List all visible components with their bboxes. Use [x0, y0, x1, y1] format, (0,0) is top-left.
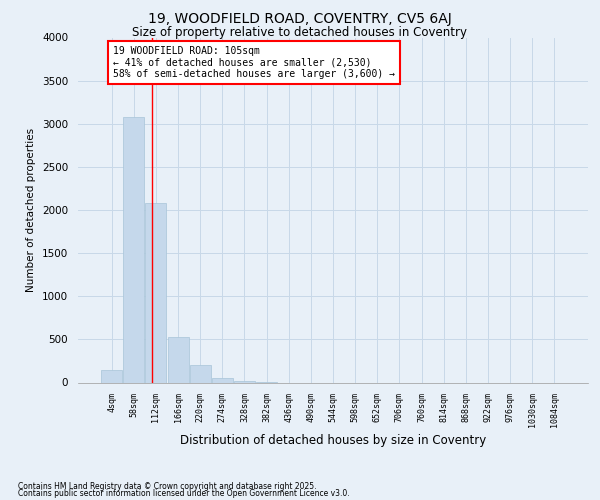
Text: Size of property relative to detached houses in Coventry: Size of property relative to detached ho…	[133, 26, 467, 39]
X-axis label: Distribution of detached houses by size in Coventry: Distribution of detached houses by size …	[180, 434, 486, 447]
Text: 19, WOODFIELD ROAD, COVENTRY, CV5 6AJ: 19, WOODFIELD ROAD, COVENTRY, CV5 6AJ	[148, 12, 452, 26]
Text: Contains HM Land Registry data © Crown copyright and database right 2025.: Contains HM Land Registry data © Crown c…	[18, 482, 317, 491]
Bar	[124, 117, 145, 382]
Text: Contains public sector information licensed under the Open Government Licence v3: Contains public sector information licen…	[18, 490, 350, 498]
Bar	[101, 370, 122, 382]
Bar	[234, 381, 255, 382]
Bar	[190, 365, 211, 382]
Bar	[212, 378, 233, 382]
Bar	[167, 337, 188, 382]
Y-axis label: Number of detached properties: Number of detached properties	[26, 128, 37, 292]
Text: 19 WOODFIELD ROAD: 105sqm
← 41% of detached houses are smaller (2,530)
58% of se: 19 WOODFIELD ROAD: 105sqm ← 41% of detac…	[113, 46, 395, 80]
Bar	[145, 203, 166, 382]
